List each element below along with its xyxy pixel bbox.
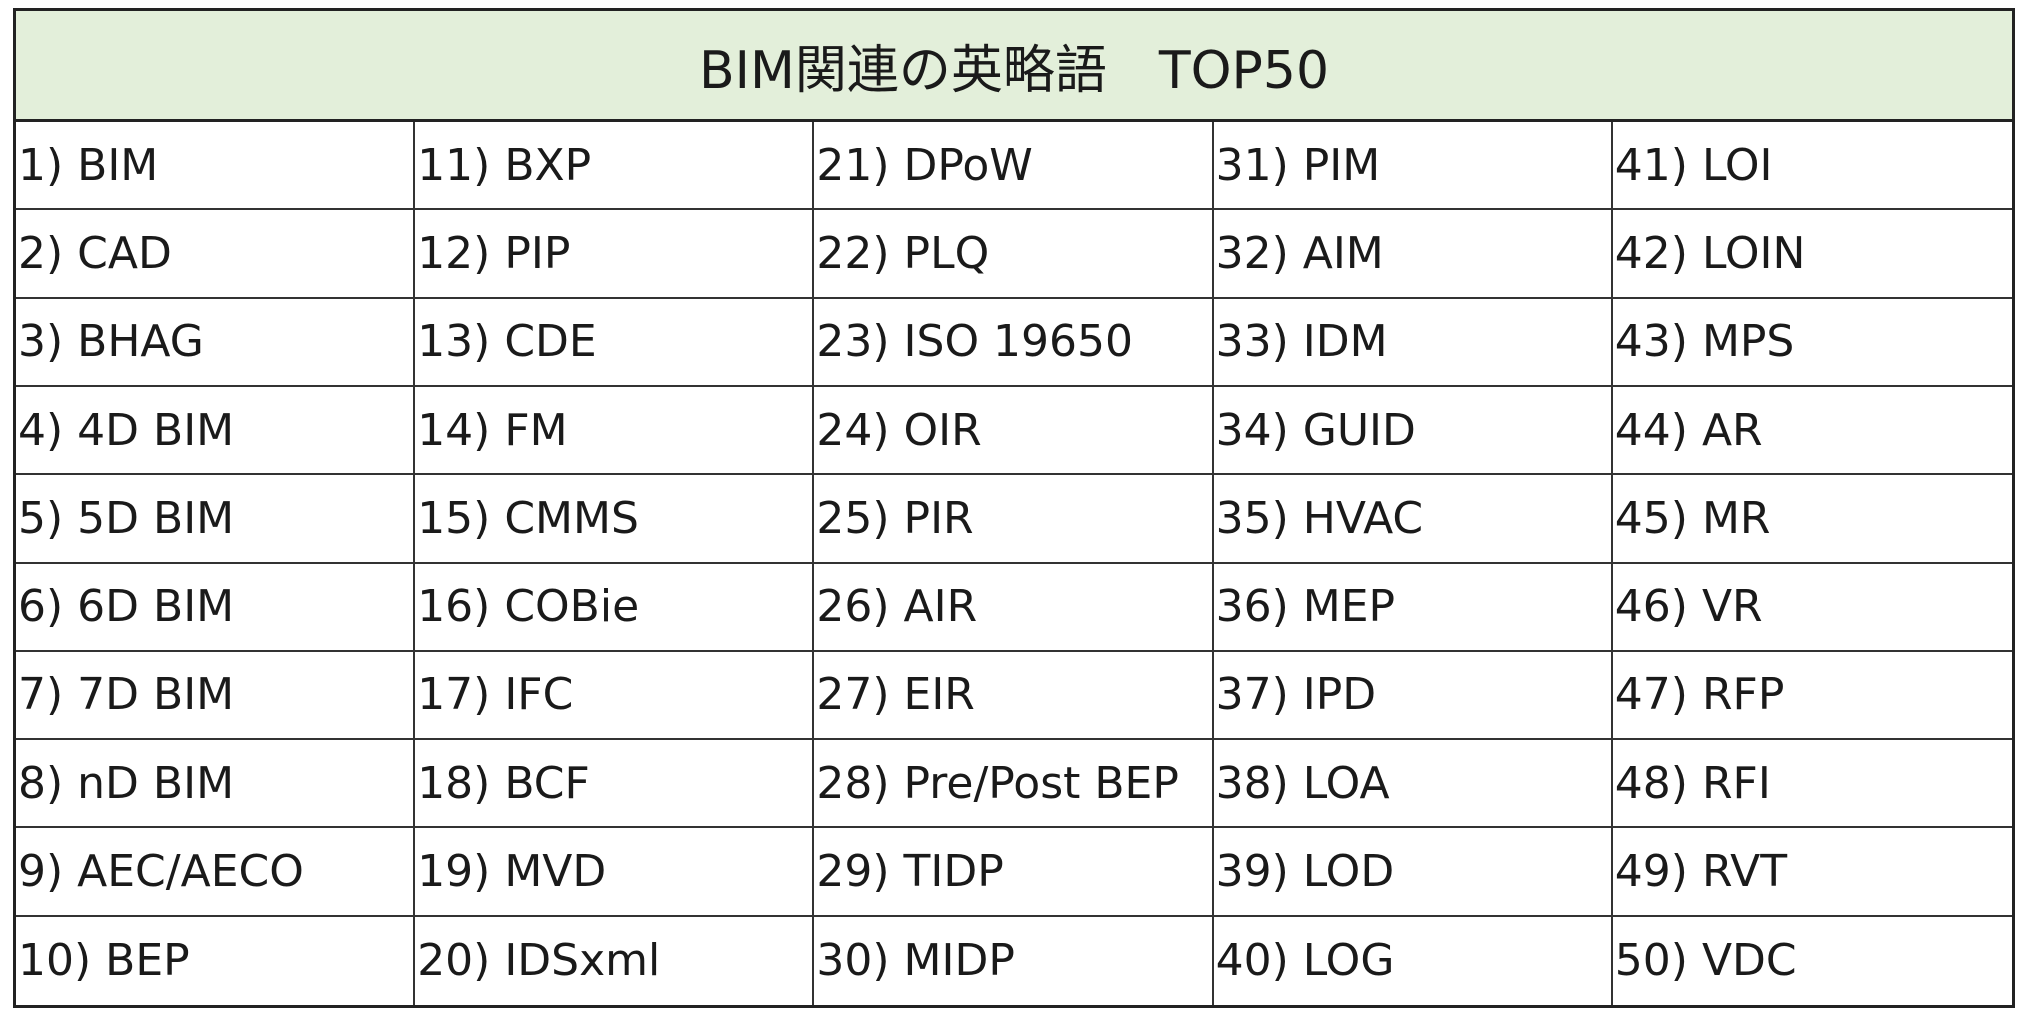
table-cell: 44) AR — [1612, 387, 2012, 476]
table-cell: 39) LOD — [1213, 828, 1613, 917]
table-cell: 43) MPS — [1612, 299, 2012, 387]
table-cell: 28) Pre/Post BEP — [814, 740, 1214, 829]
table-cell: 36) MEP — [1213, 563, 1613, 652]
table-cell: 33) IDM — [1213, 298, 1613, 387]
table-cell: 31) PIM — [1213, 122, 1613, 211]
table-cell: 21) DPoW — [814, 122, 1214, 211]
table-cell: 41) LOI — [1612, 122, 2012, 211]
table-cell: 32) AIM — [1213, 210, 1613, 299]
table-cell: 23) ISO 19650 — [814, 298, 1214, 387]
table-cell: 13) CDE — [415, 298, 815, 387]
table-cell: 40) LOG — [1214, 916, 1613, 1005]
table-cell: 46) VR — [1612, 564, 2012, 652]
table-cell: 4) 4D BIM — [16, 386, 416, 476]
table-cell: 26) AIR — [814, 563, 1214, 652]
table-cell: 45) MR — [1612, 475, 2012, 564]
table-cell: 10) BEP — [16, 916, 416, 1005]
table-cell: 30) MIDP — [814, 916, 1214, 1005]
table-cell: 35) HVAC — [1213, 475, 1613, 564]
table-cell: 34) GUID — [1213, 386, 1613, 476]
table-cell: 48) RFI — [1612, 740, 2012, 829]
table-cell: 5) 5D BIM — [16, 475, 416, 564]
acronym-table: BIM関連の英略語 TOP50 1) BIM 2) CAD 3) BHAG 4) 4D… — [13, 8, 2015, 1008]
table-cell: 3) BHAG — [16, 298, 416, 387]
table-cell: 20) IDSxml — [415, 916, 815, 1005]
table-cell: 49) RVT — [1612, 828, 2012, 917]
table-cell: 1) BIM — [16, 122, 416, 211]
table-cell: 24) OIR — [814, 386, 1214, 476]
table-cell: 6) 6D BIM — [16, 563, 416, 652]
table-cell: 16) COBie — [415, 563, 815, 652]
table-cell: 37) IPD — [1213, 651, 1613, 741]
table-cell: 19) MVD — [415, 828, 815, 917]
table-cell: 22) PLQ — [814, 210, 1214, 299]
table-cell: 11) BXP — [415, 122, 815, 211]
table-cell: 50) VDC — [1614, 935, 1797, 987]
table-cell: 14) FM — [415, 386, 815, 476]
table-cell: 15) CMMS — [415, 475, 815, 564]
table-cell: 29) TIDP — [814, 828, 1214, 917]
table-cell: 17) IFC — [415, 651, 815, 741]
table-cell: 12) PIP — [415, 210, 815, 299]
table-cell: 47) RFP — [1612, 652, 2012, 741]
table-cell: 38) LOA — [1213, 740, 1613, 829]
table-cell: 2) CAD — [16, 210, 416, 299]
table-cell: 18) BCF — [415, 740, 815, 829]
table-title: BIM関連の英略語 TOP50 — [16, 11, 2012, 122]
table-cell: 27) EIR — [814, 651, 1214, 741]
table-cell: 7) 7D BIM — [16, 651, 416, 741]
table-cell: 42) LOIN — [1612, 210, 2012, 299]
table-cell: 8) nD BIM — [16, 740, 416, 829]
table-cell: 9) AEC/AECO — [16, 828, 416, 917]
table-cell: 25) PIR — [814, 475, 1214, 564]
acronym-grid: 1) BIM 2) CAD 3) BHAG 4) 4D BIM 5) 5D BIM 6) … — [16, 122, 2012, 1005]
